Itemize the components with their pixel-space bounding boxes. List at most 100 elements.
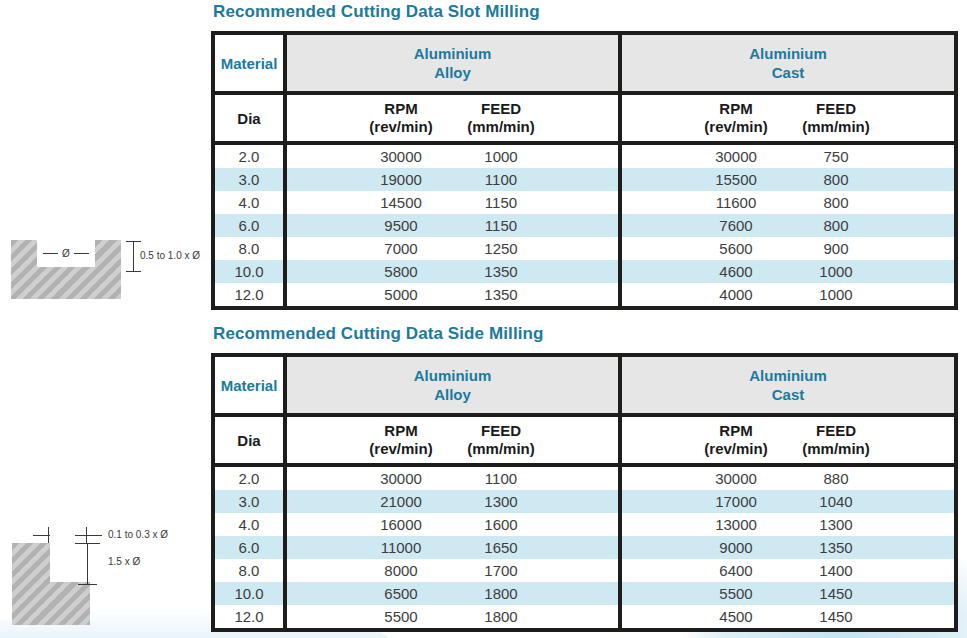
depth-dimension-line (87, 543, 88, 585)
feed-header: FEED (mm/min) (786, 422, 886, 458)
feed-value: 1150 (451, 214, 551, 237)
cast-values: 170001040 (618, 490, 954, 513)
feed-value: 1300 (451, 490, 551, 513)
alloy-column-headers: RPM (rev/min) FEED (mm/min) (283, 95, 618, 141)
feed-unit: (mm/min) (786, 440, 886, 458)
group-label-line: Aluminium (414, 366, 492, 385)
rpm-value: 4500 (686, 605, 786, 628)
dimension-cap (75, 543, 100, 544)
rpm-header: RPM (rev/min) (686, 422, 786, 458)
alloy-values: 50001350 (283, 283, 618, 306)
alloy-values: 300001100 (283, 467, 618, 490)
rpm-value: 11600 (686, 191, 786, 214)
side-depth-label: 1.5 x Ø (108, 556, 140, 567)
feed-value: 750 (786, 145, 886, 168)
table-body: 2.0300001000300007503.019000110015500800… (215, 145, 954, 306)
feed-value: 1250 (451, 237, 551, 260)
cast-values: 64001400 (618, 559, 954, 582)
feed-value: 1150 (451, 191, 551, 214)
rpm-unit: (rev/min) (686, 440, 786, 458)
alloy-column-headers: RPM (rev/min) FEED (mm/min) (283, 417, 618, 463)
side-width-label: 0.1 to 0.3 x Ø (108, 529, 168, 540)
group-label-line: Aluminium (749, 366, 827, 385)
feed-label: FEED (451, 100, 551, 118)
aluminium-cast-header: Aluminium Cast (618, 357, 954, 413)
rpm-value: 7600 (686, 214, 786, 237)
feed-value: 1800 (451, 582, 551, 605)
alloy-values: 80001700 (283, 559, 618, 582)
feed-value: 900 (786, 237, 886, 260)
rpm-header: RPM (rev/min) (351, 100, 451, 136)
group-label-line: Cast (772, 385, 805, 404)
dia-value: 10.0 (215, 582, 283, 605)
table-row: 6.0950011507600800 (215, 214, 954, 237)
cast-values: 30000750 (618, 145, 954, 168)
rpm-value: 5800 (351, 260, 451, 283)
cast-values: 7600800 (618, 214, 954, 237)
aluminium-alloy-header: Aluminium Alloy (283, 357, 618, 413)
depth-dimension-line (133, 241, 134, 272)
rpm-value: 5500 (686, 582, 786, 605)
feed-value: 1400 (786, 559, 886, 582)
dia-value: 8.0 (215, 559, 283, 582)
cast-values: 30000880 (618, 467, 954, 490)
rpm-value: 16000 (351, 513, 451, 536)
alloy-values: 300001000 (283, 145, 618, 168)
cast-values: 11600800 (618, 191, 954, 214)
feed-value: 1000 (451, 145, 551, 168)
feed-label: FEED (451, 422, 551, 440)
rpm-value: 7000 (351, 237, 451, 260)
slot-milling-table: Material Aluminium Alloy Aluminium Cast … (211, 31, 958, 310)
rpm-header: RPM (rev/min) (686, 100, 786, 136)
dia-value: 2.0 (215, 467, 283, 490)
slot-depth-label: 0.5 to 1.0 x Ø (140, 250, 200, 261)
dimension-line (74, 253, 89, 254)
dimension-line (43, 253, 58, 254)
feed-header: FEED (mm/min) (451, 100, 551, 136)
rpm-value: 17000 (686, 490, 786, 513)
feed-value: 1650 (451, 536, 551, 559)
cast-values: 55001450 (618, 582, 954, 605)
slot-milling-section: Recommended Cutting Data Slot Milling Ma… (211, 2, 958, 310)
table-group-header-row: Material Aluminium Alloy Aluminium Cast (215, 35, 954, 95)
feed-value: 1000 (786, 260, 886, 283)
dia-header: Dia (215, 417, 283, 463)
alloy-values: 58001350 (283, 260, 618, 283)
feed-value: 1000 (786, 283, 886, 306)
rpm-value: 5600 (686, 237, 786, 260)
table-column-header-row: Dia RPM (rev/min) FEED (mm/min) RPM (rev… (215, 417, 954, 467)
table-row: 2.030000110030000880 (215, 467, 954, 490)
feed-value: 1350 (451, 260, 551, 283)
table-group-header-row: Material Aluminium Alloy Aluminium Cast (215, 357, 954, 417)
alloy-values: 55001800 (283, 605, 618, 628)
cast-column-headers: RPM (rev/min) FEED (mm/min) (618, 95, 954, 141)
rpm-label: RPM (686, 100, 786, 118)
material-header: Material (215, 35, 283, 91)
feed-value: 1350 (786, 536, 886, 559)
feed-value: 800 (786, 168, 886, 191)
feed-value: 1100 (451, 168, 551, 191)
table-row: 3.0210001300170001040 (215, 490, 954, 513)
feed-unit: (mm/min) (451, 118, 551, 136)
feed-value: 1040 (786, 490, 886, 513)
cast-values: 90001350 (618, 536, 954, 559)
group-label-line: Aluminium (749, 44, 827, 63)
feed-value: 1300 (786, 513, 886, 536)
page-title: Recommended Cutting Data Side Milling (213, 324, 958, 344)
feed-value: 1350 (451, 283, 551, 306)
rpm-value: 8000 (351, 559, 451, 582)
feed-value: 1800 (451, 605, 551, 628)
rpm-value: 11000 (351, 536, 451, 559)
side-milling-table: Material Aluminium Alloy Aluminium Cast … (211, 353, 958, 632)
alloy-values: 160001600 (283, 513, 618, 536)
slot-cut: Ø (37, 240, 95, 267)
rpm-value: 14500 (351, 191, 451, 214)
dia-value: 2.0 (215, 145, 283, 168)
aluminium-cast-header: Aluminium Cast (618, 35, 954, 91)
rpm-label: RPM (686, 422, 786, 440)
cast-values: 46001000 (618, 260, 954, 283)
dia-value: 4.0 (215, 191, 283, 214)
rpm-value: 30000 (686, 467, 786, 490)
rpm-value: 30000 (686, 145, 786, 168)
feed-header: FEED (mm/min) (451, 422, 551, 458)
